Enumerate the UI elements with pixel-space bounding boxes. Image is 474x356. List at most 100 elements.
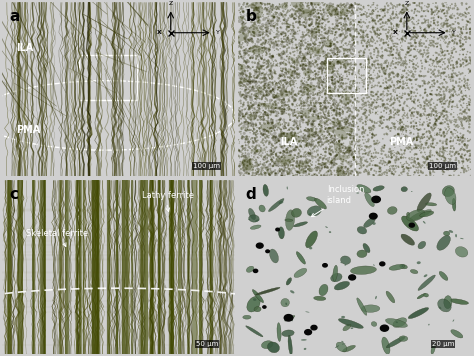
Point bbox=[278, 32, 286, 37]
Point bbox=[412, 56, 420, 62]
Point bbox=[272, 23, 279, 28]
Ellipse shape bbox=[314, 296, 326, 300]
Point bbox=[356, 54, 364, 59]
Point bbox=[263, 77, 271, 83]
Point bbox=[437, 21, 445, 27]
Point bbox=[412, 145, 419, 150]
Point bbox=[282, 87, 290, 93]
Point bbox=[271, 145, 278, 150]
Point bbox=[281, 1, 289, 7]
Point bbox=[306, 33, 313, 39]
Point bbox=[403, 7, 410, 12]
Point bbox=[265, 128, 273, 134]
Point bbox=[321, 126, 329, 132]
Point bbox=[369, 16, 377, 22]
Point bbox=[371, 98, 379, 104]
Point bbox=[294, 124, 301, 129]
Point bbox=[283, 35, 290, 41]
Point bbox=[263, 88, 270, 94]
Point bbox=[288, 134, 296, 140]
Point bbox=[303, 26, 310, 32]
Point bbox=[316, 27, 323, 33]
Point bbox=[300, 9, 307, 14]
Point bbox=[269, 87, 277, 92]
Point bbox=[454, 162, 462, 168]
Point bbox=[264, 158, 272, 164]
Point bbox=[392, 59, 400, 65]
Point bbox=[334, 106, 342, 112]
Point bbox=[342, 3, 349, 9]
Point bbox=[352, 84, 360, 90]
Point bbox=[268, 56, 275, 61]
Point bbox=[381, 40, 388, 46]
Point bbox=[336, 140, 343, 145]
Point bbox=[239, 70, 247, 75]
Point bbox=[326, 43, 334, 49]
Point bbox=[261, 162, 269, 168]
Point bbox=[287, 37, 295, 43]
Point bbox=[466, 57, 474, 62]
Point bbox=[390, 74, 398, 80]
Point bbox=[398, 162, 406, 168]
Point bbox=[370, 155, 377, 161]
Point bbox=[369, 7, 376, 13]
Point bbox=[343, 13, 350, 19]
Point bbox=[283, 105, 291, 111]
Point bbox=[352, 62, 360, 67]
Point bbox=[255, 85, 263, 91]
Point bbox=[380, 37, 387, 43]
Point bbox=[340, 150, 347, 156]
Point bbox=[351, 43, 358, 49]
Point bbox=[412, 30, 420, 36]
Point bbox=[247, 120, 255, 126]
Point bbox=[465, 54, 473, 60]
Point bbox=[302, 71, 310, 77]
Point bbox=[335, 66, 342, 72]
Point bbox=[303, 79, 310, 85]
Point bbox=[257, 55, 265, 61]
Point bbox=[263, 25, 270, 30]
Point bbox=[285, 24, 293, 30]
Ellipse shape bbox=[335, 128, 348, 140]
Point bbox=[443, 139, 450, 145]
Point bbox=[264, 80, 272, 85]
Point bbox=[413, 134, 420, 140]
Point bbox=[240, 135, 248, 140]
Point bbox=[449, 32, 457, 38]
Point bbox=[336, 120, 344, 126]
Point bbox=[279, 78, 287, 84]
Point bbox=[379, 98, 386, 104]
Point bbox=[307, 9, 315, 15]
Point bbox=[365, 61, 373, 66]
Point bbox=[357, 17, 365, 22]
Point bbox=[285, 122, 292, 128]
Point bbox=[305, 58, 312, 63]
Point bbox=[292, 145, 300, 150]
Point bbox=[245, 171, 253, 176]
Ellipse shape bbox=[238, 24, 245, 32]
Point bbox=[353, 113, 361, 119]
Point bbox=[400, 10, 407, 15]
Point bbox=[465, 61, 473, 66]
Point bbox=[277, 150, 285, 156]
Point bbox=[381, 171, 388, 177]
Point bbox=[399, 90, 406, 96]
Point bbox=[252, 96, 260, 101]
Point bbox=[290, 147, 297, 152]
Point bbox=[289, 103, 296, 108]
Point bbox=[267, 55, 274, 61]
Point bbox=[433, 130, 441, 136]
Point bbox=[354, 41, 362, 47]
Point bbox=[270, 125, 277, 131]
Point bbox=[392, 65, 400, 70]
Ellipse shape bbox=[331, 120, 341, 126]
Point bbox=[410, 25, 418, 31]
Point bbox=[327, 125, 335, 131]
Point bbox=[246, 29, 254, 35]
Point bbox=[271, 14, 278, 19]
Circle shape bbox=[266, 250, 269, 253]
Point bbox=[366, 149, 374, 155]
Point bbox=[464, 117, 472, 123]
Point bbox=[396, 117, 404, 123]
Point bbox=[246, 75, 254, 81]
